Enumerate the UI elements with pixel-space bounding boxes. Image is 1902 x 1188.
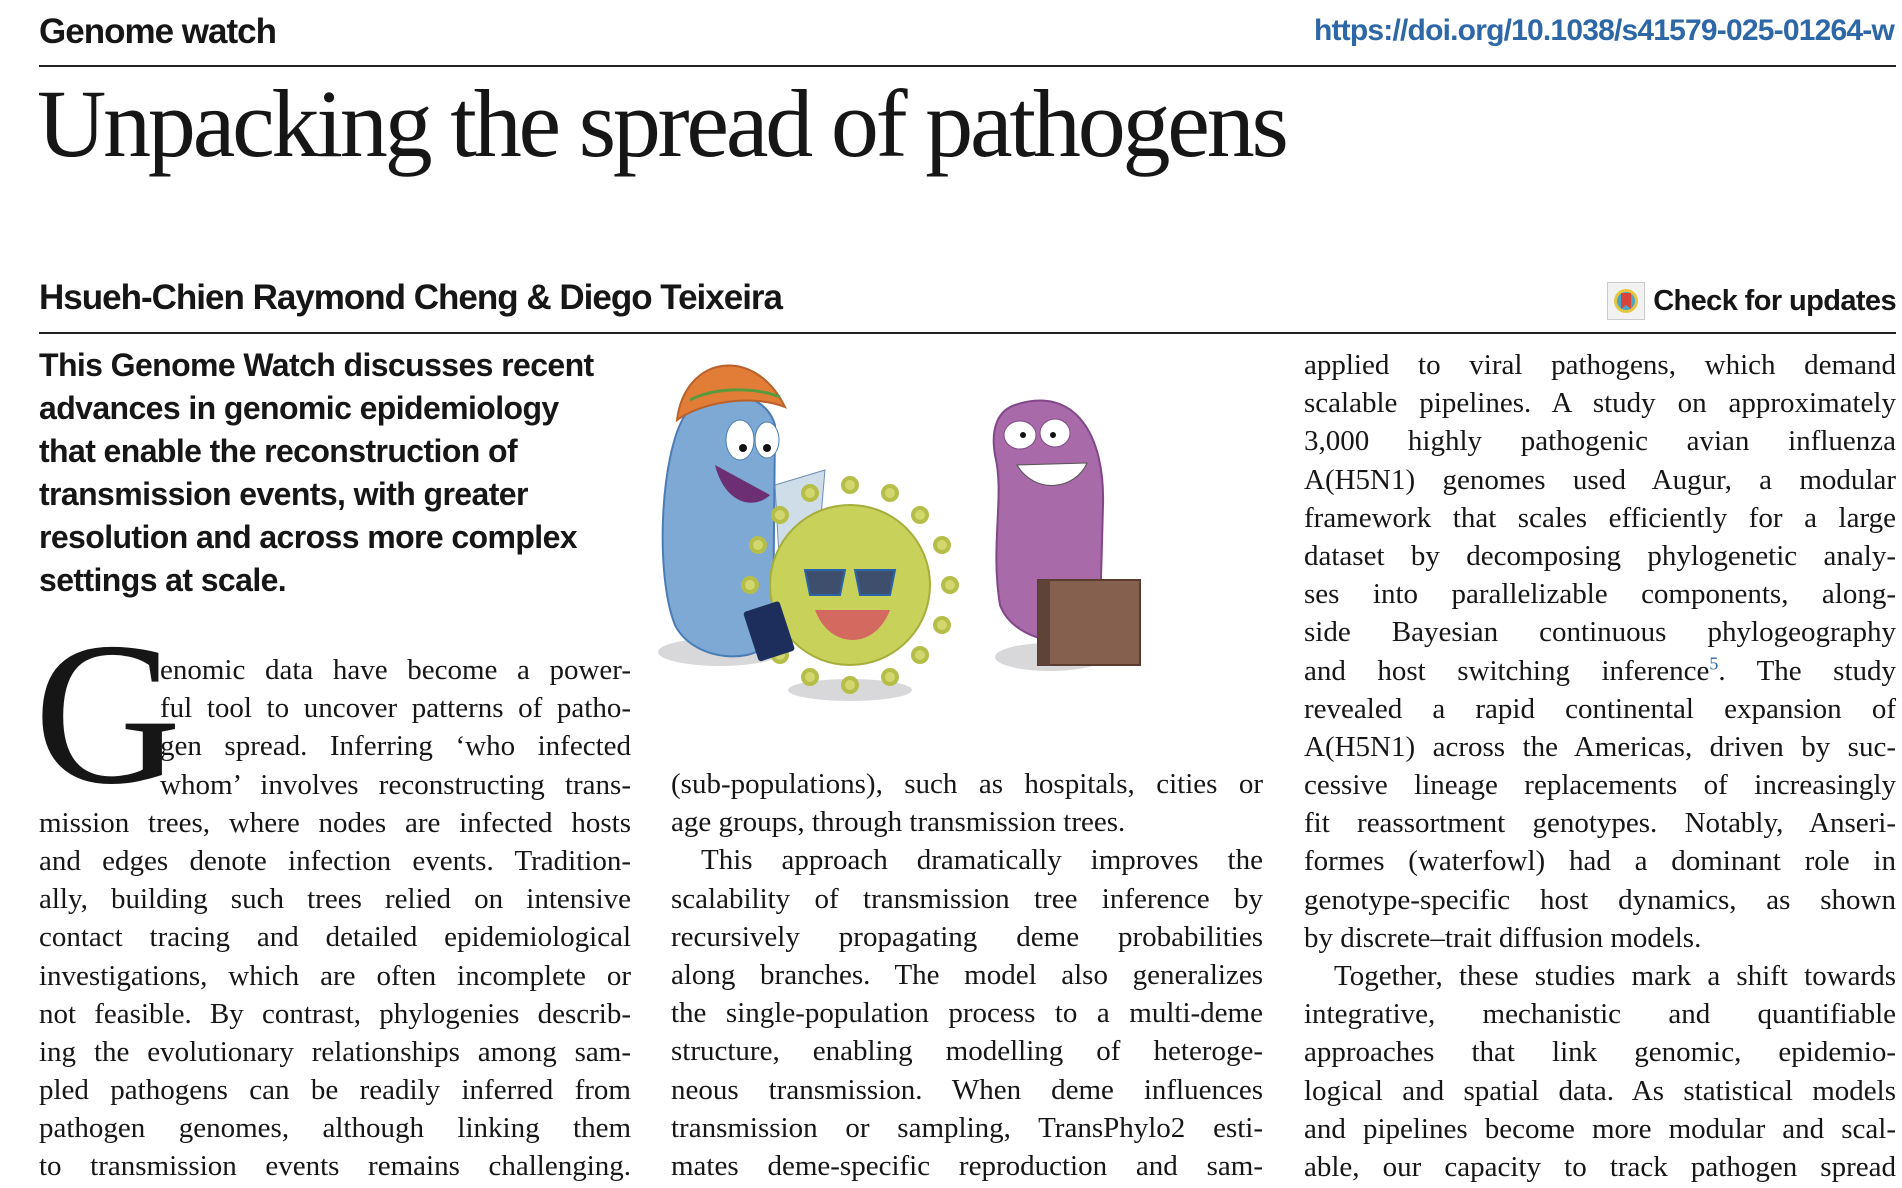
text-line: ful tool to uncover patterns of patho-: [160, 692, 631, 725]
text-line: logical and spatial data. As statistical…: [1304, 1074, 1896, 1107]
text-line: A(H5N1) genomes used Augur, a modular: [1304, 463, 1896, 496]
check-for-updates-label: Check for updates: [1653, 284, 1896, 317]
text-line: formes (waterfowl) had a dominant role i…: [1304, 845, 1896, 878]
text-line: structure, enabling modelling of heterog…: [671, 1035, 1263, 1068]
section-label: Genome watch: [39, 12, 277, 51]
abstract-line: This Genome Watch discusses recent: [39, 347, 594, 383]
text-line: mission trees, where nodes are infected …: [39, 806, 631, 839]
check-for-updates-button[interactable]: Check for updates: [1607, 282, 1897, 320]
text-line: able, our capacity to track pathogen spr…: [1304, 1150, 1896, 1183]
authors: Hsueh-Chien Raymond Cheng & Diego Teixei…: [39, 278, 783, 317]
text-line: ses into parallelizable components, alon…: [1304, 578, 1896, 611]
text-line: the single-population process to a multi…: [671, 997, 1263, 1030]
abstract-line: settings at scale.: [39, 562, 287, 598]
text-line: by discrete–trait diffusion models.: [1304, 921, 1702, 954]
text-line: scalability of transmission tree inferen…: [671, 882, 1263, 915]
text-line: dataset by decomposing phylogenetic anal…: [1304, 539, 1896, 572]
abstract-line: transmission events, with greater: [39, 476, 528, 512]
abstract-line: that enable the reconstruction of: [39, 433, 518, 469]
drop-cap: G: [34, 601, 182, 827]
text-line: scalable pipelines. A study on approxima…: [1304, 387, 1896, 420]
body-column-2: (sub-populations), such as hospitals, ci…: [671, 765, 1263, 1185]
text-line: whom’ involves reconstructing trans-: [160, 768, 631, 801]
text-line: transmission or sampling, TransPhylo2 es…: [671, 1111, 1263, 1144]
text-line: mates deme-specific reproduction and sam…: [671, 1149, 1263, 1182]
text-line: and edges denote infection events. Tradi…: [39, 844, 631, 877]
text-line: ing the evolutionary relationships among…: [39, 1035, 631, 1068]
text-line: and host switching inference5. The study: [1304, 652, 1896, 690]
doi-link[interactable]: https://doi.org/10.1038/s41579-025-01264…: [1313, 14, 1895, 47]
text-line: fit reassortment genotypes. Notably, Ans…: [1304, 807, 1896, 840]
text-segment: and host switching inference: [1304, 654, 1710, 687]
abstract: This Genome Watch discusses recent advanc…: [39, 344, 639, 602]
text-line: ally, building such trees relied on inte…: [39, 883, 631, 916]
article-title: Unpacking the spread of pathogens: [37, 70, 1289, 177]
body-column-3: applied to viral pathogens, which demand…: [1304, 346, 1896, 1186]
text-line: age groups, through transmission trees.: [671, 806, 1126, 839]
text-line: gen spread. Inferring ‘who infected: [160, 730, 631, 763]
text-line: applied to viral pathogens, which demand: [1304, 349, 1896, 381]
text-line: enomic data have become a power-: [160, 654, 631, 686]
illustration: [658, 364, 1141, 701]
text-line: cessive lineage replacements of increasi…: [1304, 769, 1896, 802]
text-line: pathogen genomes, although linking them: [39, 1112, 631, 1145]
body-column-1: enomic data have become a power-ful tool…: [39, 651, 631, 1186]
text-line: 3,000 highly pathogenic avian influenza: [1304, 425, 1896, 458]
text-line: Together, these studies mark a shift tow…: [1334, 960, 1896, 992]
text-line: investigations, which are often incomple…: [39, 959, 631, 992]
text-line: to transmission events remains challengi…: [39, 1150, 631, 1183]
text-line: recursively propagating deme probabiliti…: [671, 920, 1263, 953]
bookmark-badge-icon: [1607, 282, 1646, 320]
authors-rule: [39, 332, 1896, 334]
abstract-line: resolution and across more complex: [39, 519, 578, 555]
purple-bacterium-character: [992, 399, 1141, 666]
text-line: and pipelines become more modular and sc…: [1304, 1112, 1896, 1145]
text-line: integrative, mechanistic and quantifiabl…: [1304, 998, 1896, 1031]
text-line: along branches. The model also generaliz…: [671, 958, 1263, 991]
text-line: side Bayesian continuous phylogeography: [1304, 616, 1896, 649]
text-line: This approach dramatically improves the: [701, 844, 1263, 877]
text-line: not feasible. By contrast, phylogenies d…: [39, 997, 631, 1030]
text-line: neous transmission. When deme influences: [671, 1073, 1263, 1106]
text-line: approaches that link genomic, epidemio-: [1304, 1036, 1896, 1069]
text-line: framework that scales efficiently for a …: [1304, 501, 1896, 534]
text-line: pled pathogens can be readily inferred f…: [39, 1074, 631, 1107]
text-line: (sub-populations), such as hospitals, ci…: [671, 768, 1263, 800]
virus-character: [741, 476, 959, 694]
text-line: A(H5N1) across the Americas, driven by s…: [1304, 730, 1896, 763]
text-segment: . The study: [1718, 654, 1896, 687]
text-line: revealed a rapid continental expansion o…: [1304, 692, 1896, 725]
abstract-line: advances in genomic epidemiology: [39, 390, 559, 426]
text-line: contact tracing and detailed epidemiolog…: [39, 921, 631, 954]
reference-link[interactable]: 5: [1709, 652, 1719, 673]
header-rule: [39, 65, 1896, 67]
text-line: genotype-specific host dynamics, as show…: [1304, 883, 1896, 916]
